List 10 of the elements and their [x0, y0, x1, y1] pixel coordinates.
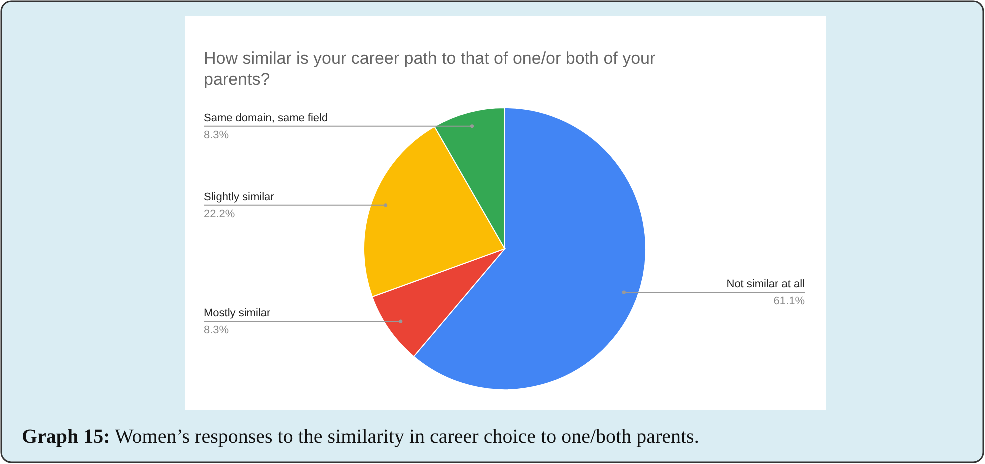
- data-label: 8.3%: [204, 324, 230, 337]
- caption: Graph 15: Women’s responses to the similarity in career choice to one/both parents.: [22, 426, 700, 448]
- slice-label: Mostly similar: [204, 308, 271, 320]
- slice-label: Same domain, same field: [204, 112, 328, 124]
- data-label: 61.1%: [774, 296, 806, 308]
- slice-label: Slightly similar: [204, 191, 275, 204]
- slice-label: Not similar at all: [726, 278, 805, 291]
- data-label: 8.3%: [204, 129, 230, 142]
- chart-title: How similar is your career path to that of one/or both of your parents?: [204, 49, 656, 89]
- data-label: 22.2%: [204, 208, 236, 220]
